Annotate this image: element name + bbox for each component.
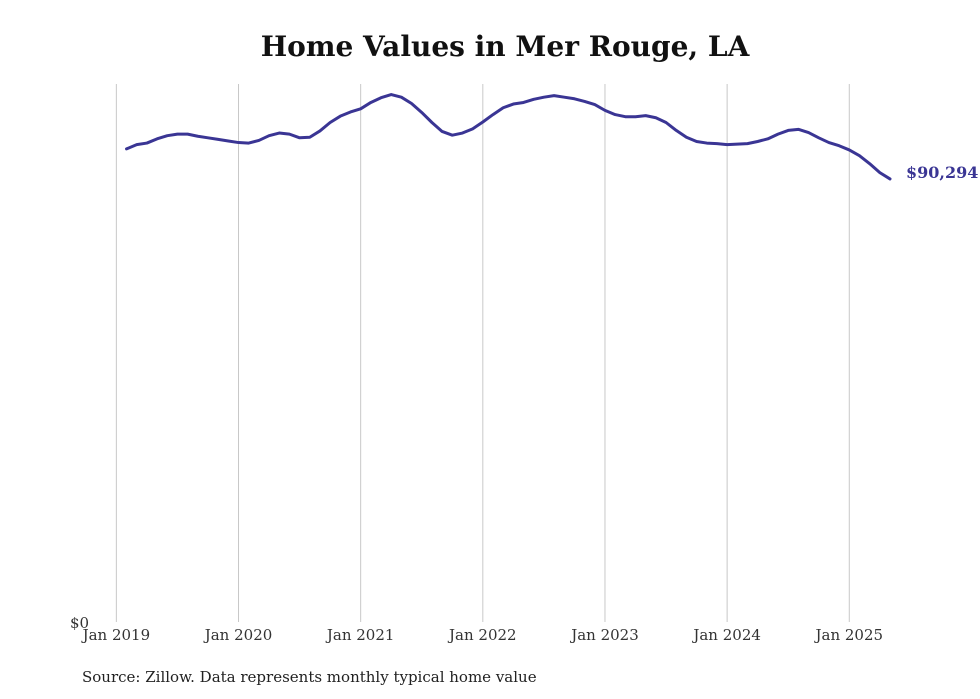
series-line	[125, 93, 892, 181]
x-tick-label: Jan 2019	[81, 626, 151, 644]
x-tick-label: Jan 2020	[203, 626, 273, 644]
x-tick-label: Jan 2025	[814, 626, 884, 644]
x-tick-label: Jan 2023	[569, 626, 639, 644]
x-tick-label: Jan 2022	[447, 626, 517, 644]
end-label-layer: $90,294	[906, 163, 978, 182]
axis-labels: Jan 2019 Jan 2020 Jan 2021 Jan 2022 Jan 2023…	[70, 614, 883, 644]
y-tick-label: $0	[70, 614, 89, 632]
series-layer	[125, 93, 892, 181]
x-tick-label: Jan 2021	[325, 626, 395, 644]
end-value-label: $90,294	[906, 163, 978, 182]
x-tick-label: Jan 2024	[691, 626, 761, 644]
chart-title: Home Values in Mer Rouge, LA	[260, 30, 750, 63]
gridlines	[115, 84, 850, 622]
chart-source: Source: Zillow. Data represents monthly …	[82, 668, 537, 686]
